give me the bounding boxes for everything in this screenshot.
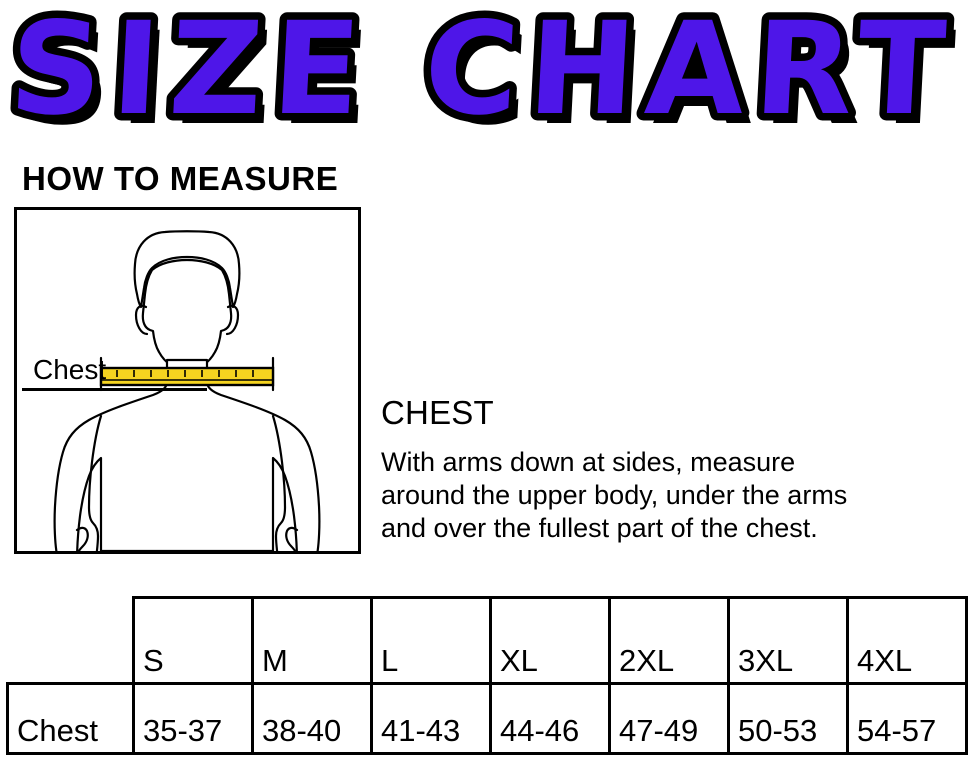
head-outline [133, 230, 241, 309]
column-header-2xl: 2XL [608, 596, 730, 685]
column-header-l: L [370, 596, 492, 685]
column-header-xl: XL [489, 596, 611, 685]
title-fill-layer [6, 0, 959, 144]
chest-measure-label: Chest [33, 354, 107, 385]
chest-leader-line [22, 388, 207, 391]
cell-chest-m: 38-40 [251, 682, 373, 755]
chest-description-text: With arms down at sides, measure around … [381, 446, 973, 545]
column-header-s: S [132, 596, 254, 685]
chest-description-heading: CHEST [381, 394, 494, 431]
column-header-4xl: 4XL [846, 596, 968, 685]
how-to-measure-heading: HOW TO MEASURE [22, 160, 339, 197]
cell-chest-2xl: 47-49 [608, 682, 730, 755]
chest-description-line-2: around the upper body, under the arms [381, 480, 848, 510]
cell-chest-l: 41-43 [370, 682, 492, 755]
face-outline [141, 258, 233, 372]
right-ear-icon [225, 304, 240, 336]
left-ear-icon [134, 304, 149, 336]
male-torso-front-view-icon [53, 230, 321, 551]
column-header-3xl: 3XL [727, 596, 849, 685]
tape-tick-marks [116, 370, 254, 377]
torso-and-arms-outline [53, 358, 321, 551]
cell-chest-3xl: 50-53 [727, 682, 849, 755]
left-arm-inner-contour [87, 414, 103, 551]
size-table-container: S M L XL 2XL 3XL 4XL Chest 35-37 38-40 4… [6, 596, 972, 756]
measure-diagram-box [14, 207, 361, 554]
right-hand-detail [285, 526, 299, 551]
table-header-row: S M L XL 2XL 3XL 4XL [7, 596, 968, 685]
chest-description-block: CHEST With arms down at sides, measure a… [381, 394, 973, 545]
row-label-chest: Chest [6, 682, 135, 755]
measuring-tape-icon [99, 366, 275, 387]
table-row: Chest 35-37 38-40 41-43 44-46 47-49 50-5… [6, 682, 968, 755]
size-chart-table: S M L XL 2XL 3XL 4XL Chest 35-37 38-40 4… [6, 596, 968, 755]
right-arm-inner-contour [271, 414, 287, 551]
column-header-m: M [251, 596, 373, 685]
left-hand-detail [75, 526, 89, 551]
cell-chest-xl: 44-46 [489, 682, 611, 755]
chest-description-line-3: and over the fullest part of the chest. [381, 513, 818, 543]
title-artwork: SIZE CHART [0, 0, 968, 144]
table-corner-blank [7, 597, 134, 684]
cell-chest-s: 35-37 [132, 682, 254, 755]
cell-chest-4xl: 54-57 [846, 682, 968, 755]
page-title: SIZE CHART SIZE CHART [0, 0, 978, 144]
chest-description-line-1: With arms down at sides, measure [381, 447, 796, 477]
